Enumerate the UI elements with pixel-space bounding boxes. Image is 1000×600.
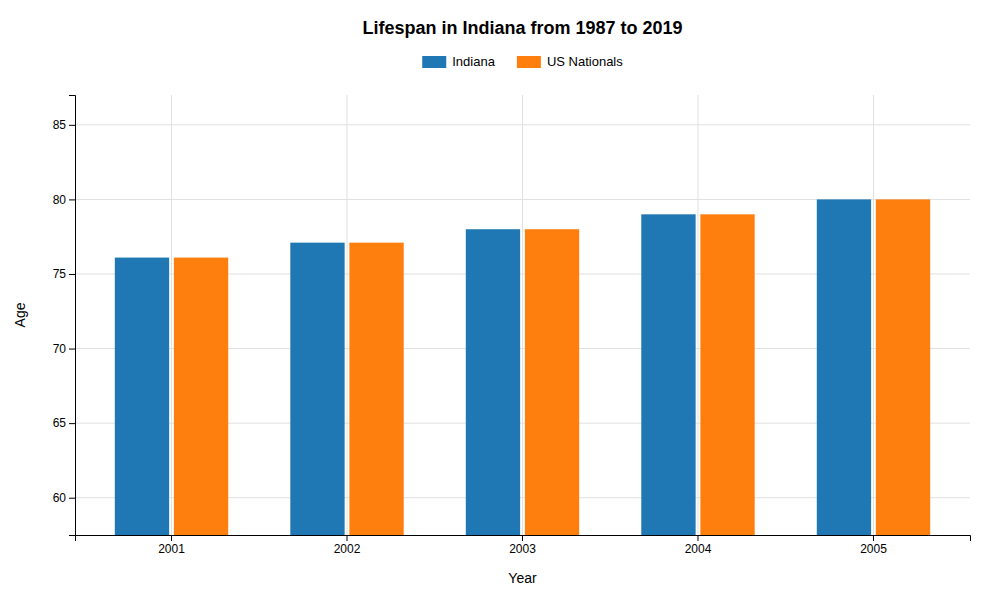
chart-title: Lifespan in Indiana from 1987 to 2019 (362, 18, 682, 38)
tick-label: 2001 (158, 542, 185, 556)
tick-label: 2004 (685, 542, 712, 556)
bars (115, 199, 930, 535)
bar (700, 214, 754, 535)
tick-label: 2003 (509, 542, 536, 556)
tick: 2003 (509, 535, 536, 556)
bar (290, 243, 344, 535)
chart-container: 2001 2002 2003 2004 2005 60 65 70 75 80 85 Year Age L… (0, 0, 1000, 600)
y-axis-title: Age (12, 302, 28, 327)
tick-mark (69, 125, 75, 126)
tick: 80 (53, 193, 75, 207)
tick-mark (69, 423, 75, 424)
tick: 70 (53, 342, 75, 356)
x-axis-title: Year (508, 570, 537, 586)
grid-line (171, 95, 172, 535)
plot-area: 2001 2002 2003 2004 2005 60 65 70 75 80 85 Year Age (12, 95, 971, 586)
legend-item: US Nationals (517, 54, 623, 69)
tick-label: 60 (53, 491, 67, 505)
bar-series (174, 199, 930, 535)
bar (174, 258, 228, 535)
tick: 75 (53, 267, 75, 281)
bar (349, 243, 403, 535)
tick-mark (171, 535, 172, 541)
axis-line (69, 96, 76, 536)
grid-line (522, 95, 523, 535)
tick-mark (697, 535, 698, 541)
x-axis: 2001 2002 2003 2004 2005 (76, 535, 971, 556)
bar (641, 214, 695, 535)
tick: 2005 (860, 535, 887, 556)
tick-label: 2005 (860, 542, 887, 556)
grid-line (347, 95, 348, 535)
tick-label: 2002 (334, 542, 361, 556)
bar (817, 199, 871, 535)
tick-label: 65 (53, 416, 67, 430)
legend-label: Indiana (452, 54, 495, 69)
y-axis: 60 65 70 75 80 85 (53, 96, 76, 536)
tick: 2002 (334, 535, 361, 556)
tick-mark (69, 199, 75, 200)
bar (876, 199, 930, 535)
bar (466, 229, 520, 535)
tick: 2001 (158, 535, 185, 556)
tick-mark (873, 535, 874, 541)
grid (75, 95, 970, 535)
bar-series (115, 199, 871, 535)
tick: 65 (53, 416, 75, 430)
tick-mark (347, 535, 348, 541)
grid-line (873, 95, 874, 535)
bar (115, 258, 169, 535)
tick-mark (69, 498, 75, 499)
tick: 60 (53, 491, 75, 505)
tick: 85 (53, 118, 75, 132)
legend-item: Indiana (422, 54, 495, 69)
tick: 2004 (685, 535, 712, 556)
grid-line (697, 95, 698, 535)
legend: Indiana US Nationals (422, 54, 623, 69)
legend-swatch (422, 56, 446, 68)
tick-label: 70 (53, 342, 67, 356)
tick-mark (69, 274, 75, 275)
tick-mark (522, 535, 523, 541)
axis-line (76, 536, 971, 542)
tick-label: 75 (53, 267, 67, 281)
tick-label: 85 (53, 118, 67, 132)
bar (525, 229, 579, 535)
chart-svg: 2001 2002 2003 2004 2005 60 65 70 75 80 85 Year Age L… (0, 0, 1000, 600)
tick-label: 80 (53, 193, 67, 207)
legend-label: US Nationals (547, 54, 623, 69)
legend-swatch (517, 56, 541, 68)
tick-mark (69, 349, 75, 350)
